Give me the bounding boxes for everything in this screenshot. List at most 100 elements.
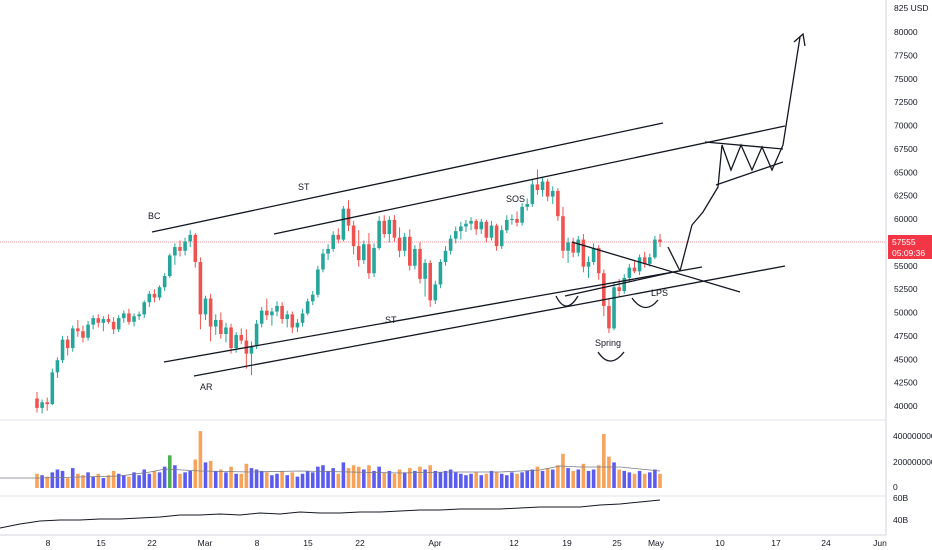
candle-body (213, 319, 218, 327)
candle-body (642, 257, 647, 264)
volume-bar (561, 453, 565, 488)
volume-bar (356, 466, 361, 488)
volume-bar (275, 473, 279, 488)
candle-body (413, 248, 417, 266)
candle-body (647, 257, 652, 264)
volume-bar (540, 470, 545, 488)
channel-upper-inner (273, 125, 786, 235)
candle-body (111, 321, 116, 330)
candle-body (576, 239, 581, 253)
volume-bar (310, 472, 315, 488)
volume-bar (173, 465, 177, 488)
volume-bar (622, 470, 627, 488)
price-axis[interactable]: 80000 77500 75000 72500 70000 67500 65000 62500… (894, 27, 918, 411)
volume-bar (229, 466, 233, 488)
candle-body (101, 319, 106, 323)
candle-body (290, 314, 295, 328)
volume-bar (162, 466, 167, 488)
candle-body (132, 316, 136, 322)
time-axis[interactable]: 8 15 22 Mar 8 15 22 Apr 12 19 25 May 10 17 24 Jun (46, 538, 887, 548)
candle-body (234, 334, 238, 349)
candle-body (586, 262, 591, 267)
time-tick-label: Mar (198, 538, 213, 548)
candle-body (362, 244, 366, 261)
volume-bar (127, 476, 131, 488)
triangle-lower (564, 270, 679, 297)
volume-bar (346, 468, 351, 488)
candle-body (173, 247, 177, 256)
price-tick-label: 67500 (894, 144, 918, 154)
volume-bar (239, 473, 244, 488)
volume-bar (300, 473, 305, 488)
time-tick-label: 15 (96, 538, 106, 548)
volume-bar (418, 466, 422, 488)
price-tick-label: 50000 (894, 308, 918, 318)
volume-tick-0: 0 (893, 482, 898, 492)
volume-bar (65, 478, 70, 488)
candle-body (612, 287, 616, 329)
volume-bar (602, 433, 606, 488)
volume-bar (459, 473, 463, 488)
candle-body (229, 327, 233, 349)
volume-bar (290, 472, 295, 488)
candle-body (658, 239, 662, 242)
candle-body (147, 293, 152, 303)
candle-body (607, 305, 611, 329)
candle-body (433, 284, 438, 301)
volume-bar (515, 473, 519, 488)
candle-body (55, 360, 60, 373)
volume-bar (336, 473, 341, 488)
candle-body (525, 204, 530, 207)
candle-body (459, 226, 463, 232)
candle-body (193, 234, 198, 263)
price-tick-label: 42500 (894, 378, 918, 388)
lower-tick-60b: 60B (893, 493, 908, 503)
volume-bar (157, 472, 162, 488)
candle-body (540, 181, 545, 191)
candle-body (351, 225, 356, 247)
volume-bar (183, 472, 187, 488)
candle-body (484, 221, 489, 238)
last-price-value: 57555 (892, 237, 916, 247)
candle-body (356, 246, 361, 261)
volume-bar (407, 468, 412, 488)
last-price-countdown: 05:09:36 (892, 248, 925, 258)
price-tick-label: 72500 (894, 97, 918, 107)
volume-bar (525, 470, 530, 488)
candle-body (407, 236, 412, 266)
candle-body (152, 293, 157, 298)
time-tick-label: 8 (255, 538, 260, 548)
volume-bar (479, 475, 484, 488)
volume-bar (341, 462, 346, 488)
candle-body (219, 319, 223, 335)
candle-body (106, 319, 111, 322)
volume-bar (402, 472, 407, 488)
pennant-lower (715, 161, 784, 186)
volume-tick-2b: 2000000000 (893, 457, 932, 467)
candle-body (142, 302, 147, 315)
price-tick-label: 47500 (894, 331, 918, 341)
annotation-sos: SOS (506, 194, 525, 204)
candle-body (91, 318, 95, 325)
candle-body (566, 242, 570, 251)
volume-bar (60, 470, 65, 488)
channel-lower-inner (163, 266, 703, 363)
volume-bar (193, 459, 198, 488)
candle-body (418, 248, 422, 279)
volume-bar (96, 473, 101, 488)
volume-bar (566, 468, 570, 488)
candle-body (316, 269, 320, 295)
candle-body (632, 267, 637, 272)
volume-bar (213, 470, 218, 488)
candle-body (178, 247, 182, 251)
volume-bar (505, 475, 509, 488)
spring-curve (597, 351, 625, 362)
candle-body (45, 402, 50, 405)
candle-body (127, 313, 131, 322)
candle-body (602, 273, 606, 306)
candle-body (581, 239, 586, 267)
candle-body (505, 219, 509, 231)
volume-bar (326, 470, 330, 488)
candle-body (122, 313, 126, 319)
